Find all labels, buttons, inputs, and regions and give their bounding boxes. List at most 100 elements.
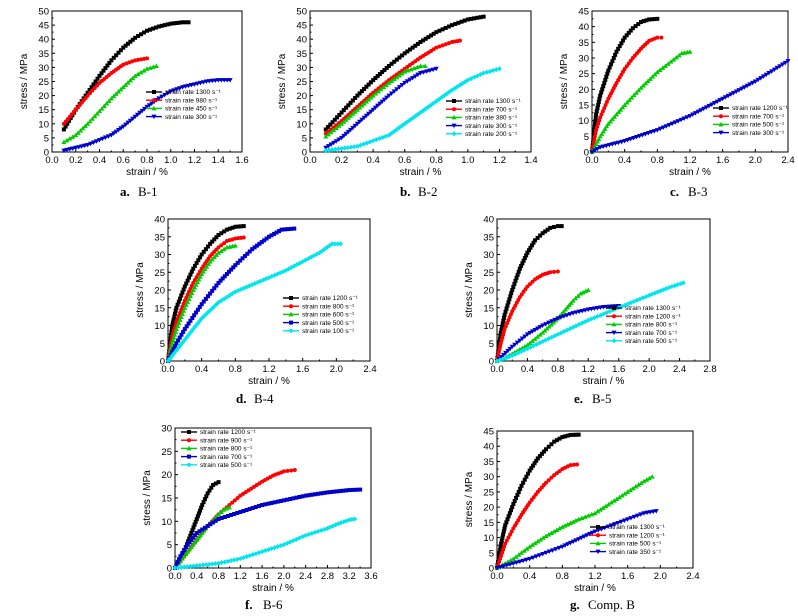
legend-swatch-marker	[186, 445, 192, 451]
data-point	[599, 90, 604, 95]
data-point	[527, 340, 533, 345]
data-point	[628, 58, 633, 63]
data-point	[567, 312, 573, 317]
legend-entry: strain rate 1300 s⁻¹	[609, 524, 666, 531]
data-point	[611, 114, 617, 119]
data-point	[509, 344, 515, 350]
data-point	[603, 103, 608, 107]
data-point	[434, 45, 439, 50]
x-tick-label: 1.6	[235, 155, 248, 166]
data-point	[230, 225, 235, 230]
data-point	[494, 566, 500, 571]
legend-swatch-marker	[451, 114, 457, 120]
data-point	[263, 502, 268, 507]
data-point	[138, 69, 144, 75]
series-e-0	[495, 224, 564, 363]
y-tick-label: 5	[167, 540, 172, 551]
data-point	[214, 235, 219, 240]
data-point	[433, 66, 439, 72]
data-point	[191, 563, 197, 569]
data-point	[99, 71, 104, 76]
data-point	[366, 82, 371, 87]
data-point	[605, 524, 611, 530]
data-point	[564, 313, 570, 318]
data-point	[247, 507, 252, 511]
data-point	[430, 67, 436, 73]
data-point	[130, 37, 135, 42]
data-point	[197, 274, 203, 279]
data-point	[173, 311, 178, 316]
data-point	[225, 514, 230, 518]
data-point	[111, 55, 116, 60]
data-point	[254, 243, 259, 248]
data-point	[133, 58, 138, 63]
data-point	[382, 68, 387, 73]
data-point	[573, 295, 579, 301]
series-c-1	[590, 35, 664, 154]
legend-entry: strain rate 500 s⁻¹	[302, 320, 355, 327]
data-point	[73, 145, 79, 151]
data-point	[346, 103, 351, 108]
data-point	[196, 258, 201, 263]
data-point	[478, 15, 483, 20]
data-point	[177, 335, 182, 340]
data-point	[189, 538, 194, 542]
data-point	[530, 555, 536, 561]
data-point	[501, 318, 506, 323]
data-point	[285, 497, 289, 502]
data-point	[520, 558, 526, 564]
data-point	[544, 447, 548, 452]
y-tick-label: 15	[161, 494, 172, 505]
x-tick-label: 2.0	[654, 571, 667, 582]
data-point	[394, 87, 400, 92]
data-point	[156, 96, 162, 101]
data-point	[616, 46, 621, 51]
data-point	[174, 20, 179, 25]
data-point	[78, 128, 83, 133]
data-point	[120, 84, 126, 90]
data-point	[328, 490, 333, 495]
data-point	[506, 535, 511, 540]
data-point	[607, 65, 612, 70]
data-point	[599, 527, 605, 532]
data-point	[170, 350, 175, 355]
legend-swatch-marker	[186, 462, 192, 468]
y-tick-label: 5	[489, 548, 494, 559]
data-point	[589, 150, 595, 155]
data-point	[402, 69, 408, 74]
y-tick-label: 10	[296, 119, 307, 130]
data-point	[429, 33, 434, 38]
data-point	[598, 115, 603, 120]
data-point	[698, 108, 704, 113]
data-point	[386, 93, 392, 99]
series-d-3	[166, 226, 297, 363]
data-point	[238, 510, 243, 514]
data-point	[600, 128, 606, 134]
data-point	[183, 20, 188, 25]
y-tick-label: 30	[483, 250, 494, 261]
data-point	[328, 142, 334, 147]
data-point	[323, 127, 328, 132]
data-point	[252, 245, 257, 250]
y-tick-label: 45	[578, 7, 589, 18]
caption-sample: B-5	[592, 391, 612, 406]
data-point	[259, 240, 264, 245]
data-point	[611, 56, 616, 60]
x-tick-label: 3.2	[343, 571, 356, 582]
x-tick-label: 0.8	[229, 364, 242, 375]
data-point	[514, 275, 519, 280]
data-point	[634, 513, 640, 519]
data-point	[581, 534, 587, 540]
data-point	[94, 111, 100, 116]
data-point	[196, 276, 202, 282]
legend-entry: strain rate 500 s⁻¹	[732, 122, 785, 129]
data-point	[180, 304, 185, 309]
data-point	[325, 131, 331, 137]
data-point	[121, 45, 126, 50]
data-point	[266, 501, 271, 506]
data-point	[187, 546, 193, 552]
data-point	[219, 243, 224, 248]
data-point	[269, 233, 274, 238]
data-point	[418, 40, 423, 45]
